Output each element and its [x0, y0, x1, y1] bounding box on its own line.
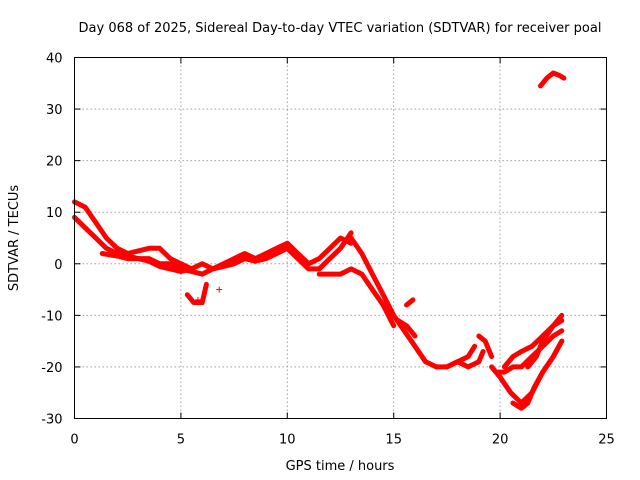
y-tick-label: -30 [41, 413, 62, 428]
x-tick-label: 20 [492, 433, 509, 448]
series-trace-p [525, 312, 565, 370]
y-tick-label: -20 [41, 361, 62, 376]
plot-frame [74, 57, 607, 419]
y-tick-label: -10 [41, 309, 62, 324]
series-trace-e [284, 230, 354, 272]
point-layer [194, 286, 223, 303]
series-trace-l [476, 333, 495, 360]
series-trace-r [538, 70, 567, 89]
x-tick-label: 10 [279, 433, 296, 448]
y-tick-label: 20 [46, 155, 63, 170]
x-tick-label: 25 [598, 433, 615, 448]
chart-title: Day 068 of 2025, Sidereal Day-to-day VTE… [79, 21, 602, 36]
x-tick-label: 5 [177, 433, 185, 448]
data-point [194, 296, 201, 303]
series-layer [72, 70, 567, 411]
y-tick-label: 10 [46, 206, 63, 221]
x-tick-label: 15 [385, 433, 402, 448]
data-point [216, 286, 223, 293]
series-trace-c [99, 251, 194, 274]
tick-layer: 0 5 10 15 20 25 -30 -20 -10 0 10 20 30 40 [41, 52, 615, 448]
x-axis-label: GPS time / hours [286, 459, 395, 474]
series-trace-i [404, 297, 416, 308]
series-trace-k [444, 349, 486, 370]
y-tick-label: 40 [46, 52, 63, 67]
x-tick-label: 0 [70, 433, 78, 448]
y-axis-label: SDTVAR / TECUs [7, 185, 22, 292]
y-tick-label: 30 [46, 103, 63, 118]
series-trace-q [510, 338, 565, 411]
series-trace-g [348, 235, 439, 370]
series-trace-f [316, 266, 397, 329]
series-trace-n [493, 328, 565, 375]
y-tick-label: 0 [54, 258, 62, 273]
series-trace-h [395, 318, 418, 339]
